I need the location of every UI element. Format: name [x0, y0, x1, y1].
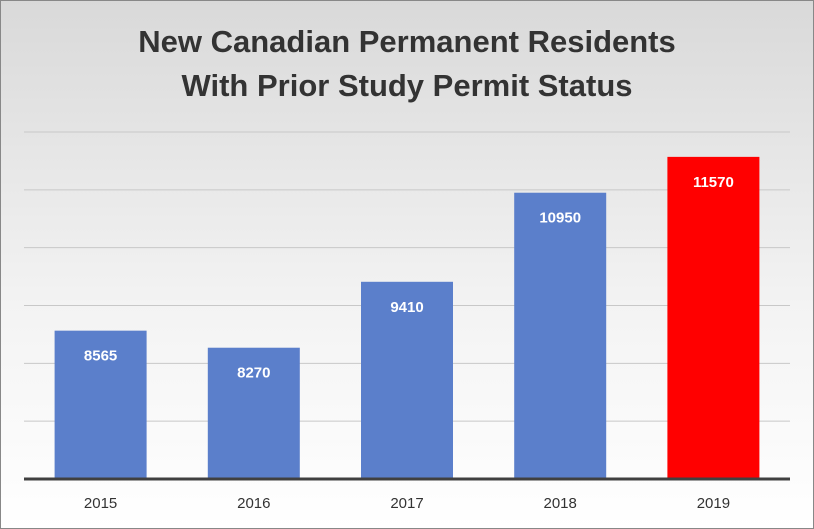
x-tick-label: 2017 [390, 495, 423, 512]
chart-title: With Prior Study Permit Status [182, 68, 633, 103]
value-label: 8565 [84, 348, 117, 365]
value-label: 9410 [390, 299, 423, 316]
x-tick-label: 2019 [697, 495, 730, 512]
bar [207, 347, 300, 479]
x-tick-label: 2018 [544, 495, 577, 512]
bar [514, 192, 607, 479]
chart-title: New Canadian Permanent Residents [138, 24, 676, 59]
value-label: 10950 [539, 210, 581, 227]
x-tick-label: 2016 [237, 495, 270, 512]
value-label: 8270 [237, 365, 270, 382]
x-tick-label: 2015 [84, 495, 117, 512]
bar [667, 156, 760, 479]
bar [361, 281, 453, 479]
bar [54, 330, 147, 479]
value-label: 11570 [693, 174, 734, 191]
